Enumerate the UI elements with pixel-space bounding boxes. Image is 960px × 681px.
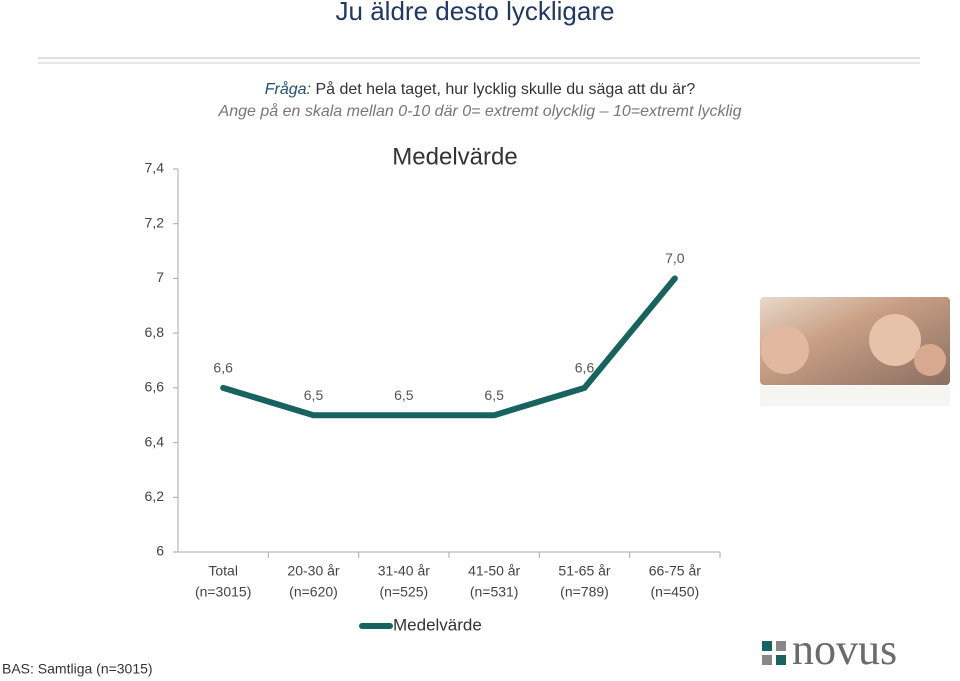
logo-text: novus xyxy=(792,625,897,674)
logo-square xyxy=(762,655,772,665)
x-tick-label: (n=620) xyxy=(289,584,338,600)
y-tick-label: 7,4 xyxy=(145,160,165,176)
data-label: 6,6 xyxy=(575,360,595,376)
y-tick-label: 6,2 xyxy=(145,488,165,504)
x-tick-label: 51-65 år xyxy=(558,563,610,579)
chart-title: Medelvärde xyxy=(392,143,517,170)
question-text: På det hela taget, hur lycklig skulle du… xyxy=(315,80,695,98)
y-tick-label: 7 xyxy=(156,269,164,285)
x-tick-label: (n=531) xyxy=(470,584,519,600)
x-tick-label: Total xyxy=(208,563,238,579)
y-tick-label: 6,4 xyxy=(145,433,165,449)
y-tick-label: 6 xyxy=(156,543,164,559)
series-line xyxy=(220,275,678,419)
instruction: Ange på en skala mellan 0-10 där 0= extr… xyxy=(218,102,742,120)
data-label: 6,5 xyxy=(394,387,414,403)
y-tick-label: 7,2 xyxy=(145,214,165,230)
face xyxy=(761,326,809,374)
x-tick-label: 66-75 år xyxy=(649,563,701,579)
face xyxy=(914,344,946,376)
data-label: 6,5 xyxy=(484,387,504,403)
question: Fråga: På det hela taget, hur lycklig sk… xyxy=(265,80,696,98)
logo-square xyxy=(776,655,786,665)
x-tick-label: 20-30 år xyxy=(287,563,339,579)
x-tick-label: (n=450) xyxy=(651,584,700,600)
logo-square xyxy=(776,641,786,651)
x-tick-label: (n=789) xyxy=(560,584,609,600)
question-label: Fråga: xyxy=(265,80,311,98)
x-tick-label: 41-50 år xyxy=(468,563,520,579)
photo xyxy=(760,297,950,406)
slide-title: Ju äldre desto lyckligare xyxy=(336,0,615,26)
data-label: 6,6 xyxy=(213,360,233,376)
x-tick-label: (n=3015) xyxy=(195,584,251,600)
face xyxy=(869,314,921,366)
y-tick-label: 6,6 xyxy=(145,379,165,395)
legend-label: Medelvärde xyxy=(393,615,482,634)
data-label: 7,0 xyxy=(665,250,685,266)
logo: novus xyxy=(762,625,897,674)
logo-square xyxy=(762,641,772,651)
data-label: 6,5 xyxy=(304,387,324,403)
base-note: BAS: Samtliga (n=3015) xyxy=(2,661,153,677)
photo-reflection xyxy=(760,386,950,406)
x-tick-label: 31-40 år xyxy=(378,563,430,579)
x-tick-label: (n=525) xyxy=(380,584,429,600)
y-tick-label: 6,8 xyxy=(145,324,165,340)
